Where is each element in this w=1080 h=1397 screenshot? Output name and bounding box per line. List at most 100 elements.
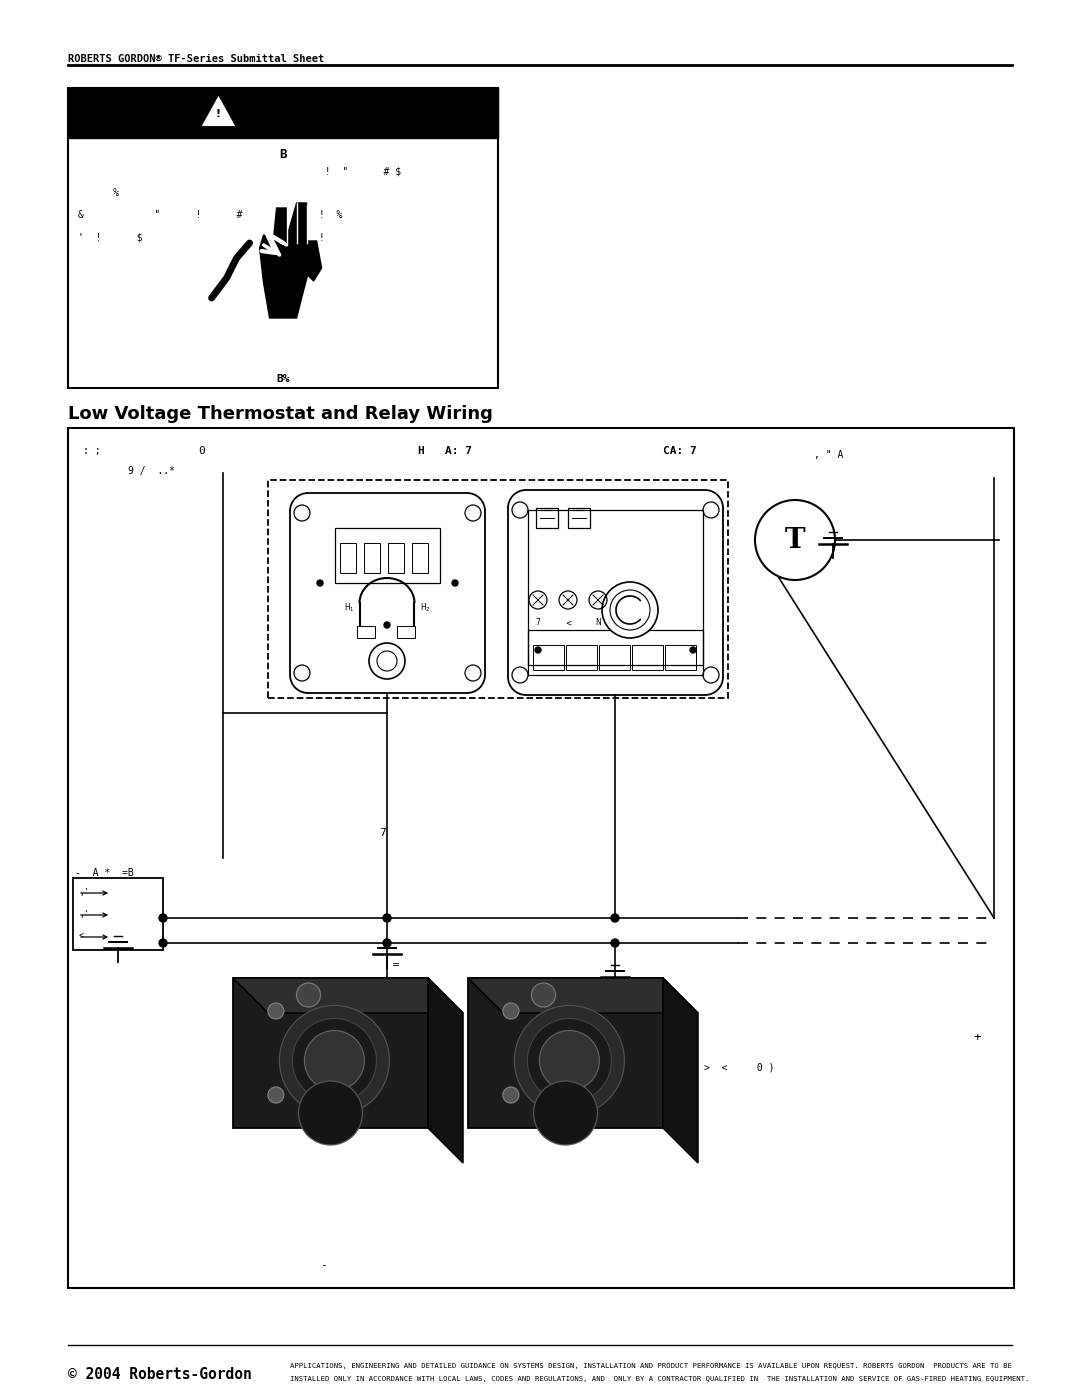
Circle shape — [297, 983, 321, 1007]
Text: 0: 0 — [198, 446, 205, 455]
Circle shape — [280, 1006, 390, 1115]
Circle shape — [602, 583, 658, 638]
Polygon shape — [233, 978, 463, 1013]
Text: H   A: 7: H A: 7 — [418, 446, 472, 455]
Circle shape — [383, 939, 391, 947]
Text: T: T — [785, 527, 806, 553]
Circle shape — [465, 665, 481, 680]
Circle shape — [453, 580, 458, 585]
Circle shape — [293, 1018, 377, 1102]
Text: B%: B% — [276, 374, 289, 384]
Polygon shape — [259, 203, 322, 319]
Bar — [233, 978, 428, 1127]
Text: INSTALLED ONLY IN ACCORDANCE WITH LOCAL LAWS, CODES AND REGULATIONS, AND  ONLY B: INSTALLED ONLY IN ACCORDANCE WITH LOCAL … — [291, 1376, 1029, 1382]
Circle shape — [703, 502, 719, 518]
Circle shape — [318, 580, 323, 585]
Bar — [357, 626, 375, 638]
Text: <: < — [79, 932, 84, 942]
Polygon shape — [203, 98, 233, 124]
Bar — [73, 877, 163, 950]
Text: H$_1$: H$_1$ — [343, 602, 354, 615]
Circle shape — [690, 647, 696, 652]
Bar — [568, 509, 590, 528]
Circle shape — [703, 666, 719, 683]
Circle shape — [503, 1087, 518, 1104]
Circle shape — [611, 914, 619, 922]
Bar — [291, 511, 485, 675]
Circle shape — [534, 1081, 597, 1146]
Text: !: ! — [216, 109, 221, 119]
Circle shape — [268, 1087, 284, 1104]
Text: -: - — [320, 1260, 326, 1270]
FancyArrowPatch shape — [81, 891, 107, 895]
Text: =: = — [620, 983, 629, 993]
Circle shape — [369, 643, 405, 679]
Polygon shape — [663, 978, 698, 1162]
Bar — [335, 528, 440, 583]
Circle shape — [512, 666, 528, 683]
Circle shape — [159, 914, 167, 922]
Text: ROBERTS GORDON® TF-Series Submittal Sheet: ROBERTS GORDON® TF-Series Submittal Shee… — [68, 54, 324, 64]
Bar — [536, 509, 558, 528]
Circle shape — [512, 502, 528, 518]
Circle shape — [527, 1018, 611, 1102]
Text: <: < — [600, 1011, 607, 1021]
Circle shape — [514, 1006, 624, 1115]
Text: +: + — [974, 1031, 982, 1045]
Bar — [388, 543, 404, 573]
Circle shape — [268, 1003, 284, 1018]
Text: APPLICATIONS, ENGINEERING AND DETAILED GUIDANCE ON SYSTEMS DESIGN, INSTALLATION : APPLICATIONS, ENGINEERING AND DETAILED G… — [291, 1363, 1012, 1369]
Text: -  A *  =B: - A * =B — [75, 868, 134, 877]
Circle shape — [383, 914, 391, 922]
Bar — [528, 510, 703, 675]
Circle shape — [755, 500, 835, 580]
Text: &            "      !      #             !  %: & " ! # ! % — [78, 210, 342, 219]
Bar — [68, 427, 1014, 1288]
Text: >  <     0 ): > < 0 ) — [704, 1063, 774, 1073]
Text: <: < — [565, 617, 571, 627]
Text: B: B — [280, 148, 287, 161]
Text: Low Voltage Thermostat and Relay Wiring: Low Voltage Thermostat and Relay Wiring — [68, 405, 492, 423]
Text: '  !      $                              !: ' ! $ ! — [78, 232, 325, 242]
Text: CA: 7: CA: 7 — [663, 446, 697, 455]
Text: !  "      # $: ! " # $ — [78, 166, 401, 176]
Text: <: < — [372, 990, 379, 1000]
Bar — [340, 543, 356, 573]
Bar — [68, 88, 498, 388]
FancyArrowPatch shape — [81, 914, 107, 916]
Bar — [566, 645, 597, 671]
FancyArrowPatch shape — [81, 935, 107, 939]
Polygon shape — [428, 978, 463, 1162]
Circle shape — [531, 983, 555, 1007]
Text: : ;: : ; — [83, 446, 100, 455]
Bar — [508, 509, 723, 678]
Text: © 2004 Roberts-Gordon: © 2004 Roberts-Gordon — [68, 1368, 252, 1382]
Circle shape — [465, 504, 481, 521]
Bar — [632, 645, 663, 671]
Text: H$_2$: H$_2$ — [420, 602, 430, 615]
Circle shape — [503, 1003, 518, 1018]
Bar — [411, 543, 428, 573]
Bar — [599, 645, 630, 671]
Circle shape — [294, 504, 310, 521]
Bar — [68, 88, 498, 138]
Text: =: = — [392, 960, 400, 970]
Bar — [528, 630, 703, 665]
Text: %: % — [78, 189, 119, 198]
Text: ,': ,' — [79, 888, 89, 897]
Bar — [534, 645, 564, 671]
Bar — [268, 481, 728, 698]
Text: ,': ,' — [79, 909, 89, 919]
Bar — [468, 978, 663, 1127]
Circle shape — [159, 939, 167, 947]
Bar — [526, 490, 705, 694]
Text: 9 /  ..*: 9 / ..* — [129, 467, 175, 476]
Text: 7: 7 — [379, 828, 386, 838]
Bar — [364, 543, 380, 573]
Bar — [665, 645, 696, 671]
Circle shape — [539, 1031, 599, 1091]
Circle shape — [535, 647, 541, 652]
Text: N: N — [595, 617, 600, 627]
Text: :    0: : 0 — [75, 886, 110, 895]
Circle shape — [611, 939, 619, 947]
